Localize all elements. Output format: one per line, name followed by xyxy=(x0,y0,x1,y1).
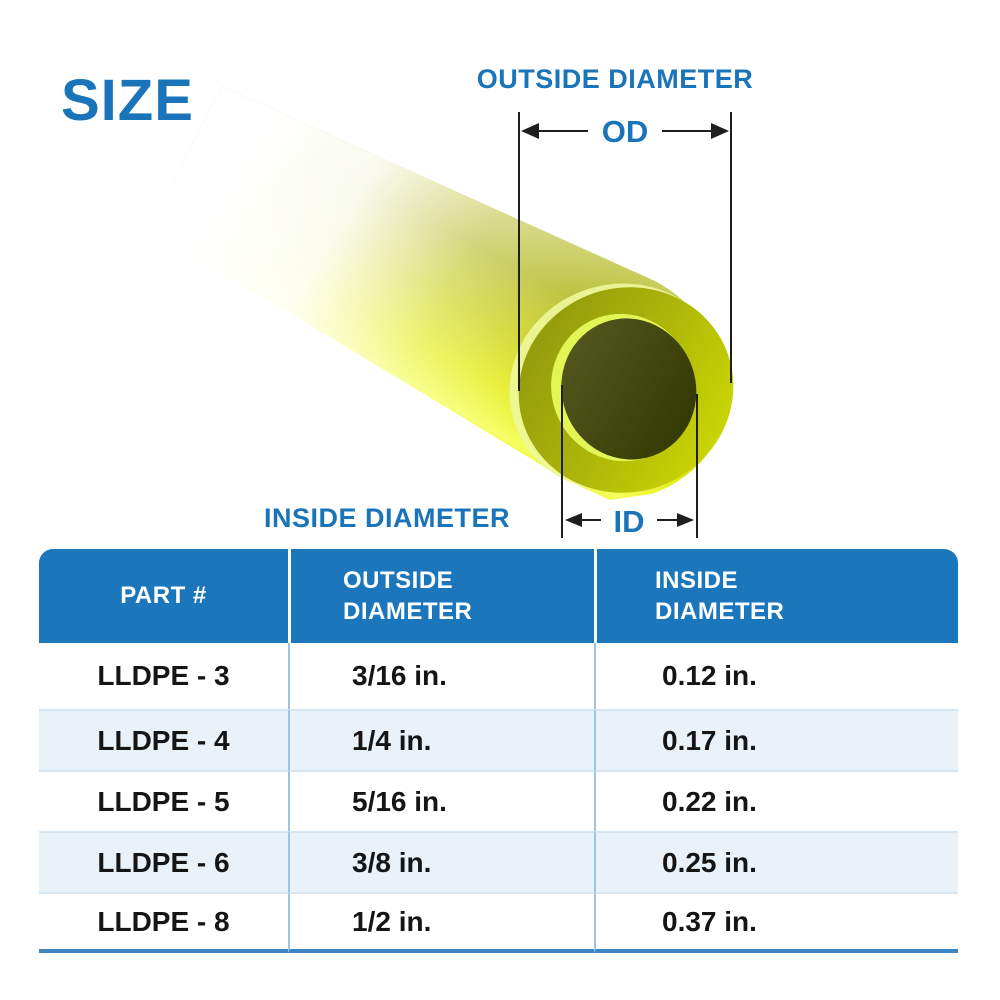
col-header-inside-diameter: INSIDE DIAMETER xyxy=(594,549,958,643)
id-abbr-label: ID xyxy=(613,504,645,539)
id-cell: 0.25 in. xyxy=(594,831,958,892)
col-header-outside-diameter: OUTSIDE DIAMETER xyxy=(288,549,594,643)
table-header-row: PART # OUTSIDE DIAMETER INSIDE DIAMETER xyxy=(39,549,958,643)
od-cell: 1/4 in. xyxy=(288,709,594,770)
table-row: LLDPE - 4 1/4 in. 0.17 in. xyxy=(39,709,958,770)
od-arrowheads xyxy=(521,123,729,139)
id-arrowheads xyxy=(565,513,694,527)
table-row: LLDPE - 5 5/16 in. 0.22 in. xyxy=(39,770,958,831)
outside-diameter-label: OUTSIDE DIAMETER xyxy=(476,64,754,94)
table-row: LLDPE - 8 1/2 in. 0.37 in. xyxy=(39,892,958,953)
col-header-part: PART # xyxy=(39,549,288,643)
part-cell: LLDPE - 5 xyxy=(39,770,288,831)
id-cell: 0.37 in. xyxy=(594,892,958,953)
id-cell: 0.17 in. xyxy=(594,709,958,770)
table-row: LLDPE - 3 3/16 in. 0.12 in. xyxy=(39,643,958,709)
od-cell: 3/8 in. xyxy=(288,831,594,892)
od-cell: 3/16 in. xyxy=(288,643,594,709)
col-header-od-label: OUTSIDE DIAMETER xyxy=(343,566,473,625)
id-dimension-lines xyxy=(561,385,698,538)
od-cell: 5/16 in. xyxy=(288,770,594,831)
tubing-illustration xyxy=(150,86,734,538)
id-cell: 0.12 in. xyxy=(594,643,958,709)
part-cell: LLDPE - 8 xyxy=(39,892,288,953)
table-row: LLDPE - 6 3/8 in. 0.25 in. xyxy=(39,831,958,892)
od-abbr-label: OD xyxy=(601,114,649,149)
tube-end-cap xyxy=(509,283,734,493)
od-dimension-lines xyxy=(518,112,732,391)
tube-end-hole xyxy=(561,318,697,460)
inside-diameter-label: INSIDE DIAMETER xyxy=(263,503,511,533)
col-header-id-label: INSIDE DIAMETER xyxy=(655,566,785,625)
size-table: PART # OUTSIDE DIAMETER INSIDE DIAMETER … xyxy=(39,549,958,953)
col-header-part-label: PART # xyxy=(120,582,207,609)
od-cell: 1/2 in. xyxy=(288,892,594,953)
part-cell: LLDPE - 4 xyxy=(39,709,288,770)
size-table-body: LLDPE - 3 3/16 in. 0.12 in. LLDPE - 4 1/… xyxy=(39,643,958,953)
id-cell: 0.22 in. xyxy=(594,770,958,831)
part-cell: LLDPE - 3 xyxy=(39,643,288,709)
part-cell: LLDPE - 6 xyxy=(39,831,288,892)
page-title: SIZE xyxy=(61,68,194,133)
